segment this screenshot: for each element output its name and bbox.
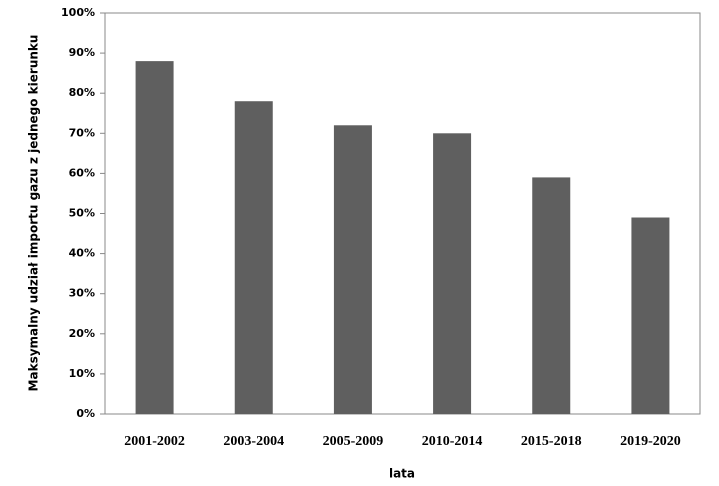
x-tick-label: 2001-2002 xyxy=(124,434,185,449)
bar xyxy=(433,133,472,415)
bar xyxy=(333,125,372,414)
y-tick-label: 40% xyxy=(69,247,95,260)
y-tick-label: 20% xyxy=(69,327,95,340)
bar xyxy=(532,177,571,414)
plot-frame xyxy=(104,12,701,415)
y-tick-label: 30% xyxy=(69,287,95,300)
y-tick-label: 100% xyxy=(61,6,95,19)
y-tick-label: 70% xyxy=(69,126,95,139)
bar xyxy=(135,61,174,415)
x-tick-label: 2010-2014 xyxy=(422,434,483,449)
x-tick-label: 2015-2018 xyxy=(521,434,582,449)
y-tick-label: 60% xyxy=(69,166,95,179)
x-tick-label: 2005-2009 xyxy=(323,434,384,449)
y-tick-label: 80% xyxy=(69,86,95,99)
y-axis-label: Maksymalny udział importu gazu z jednego… xyxy=(27,35,41,392)
y-tick-label: 90% xyxy=(69,46,95,59)
x-tick-label: 2003-2004 xyxy=(223,434,284,449)
x-axis-label: lata xyxy=(389,467,415,481)
y-tick-label: 0% xyxy=(76,407,95,420)
bar xyxy=(234,101,273,414)
y-tick-label: 50% xyxy=(69,207,95,220)
x-tick-label: 2019-2020 xyxy=(620,434,681,449)
bar xyxy=(631,217,670,414)
y-tick-label: 10% xyxy=(69,367,95,380)
